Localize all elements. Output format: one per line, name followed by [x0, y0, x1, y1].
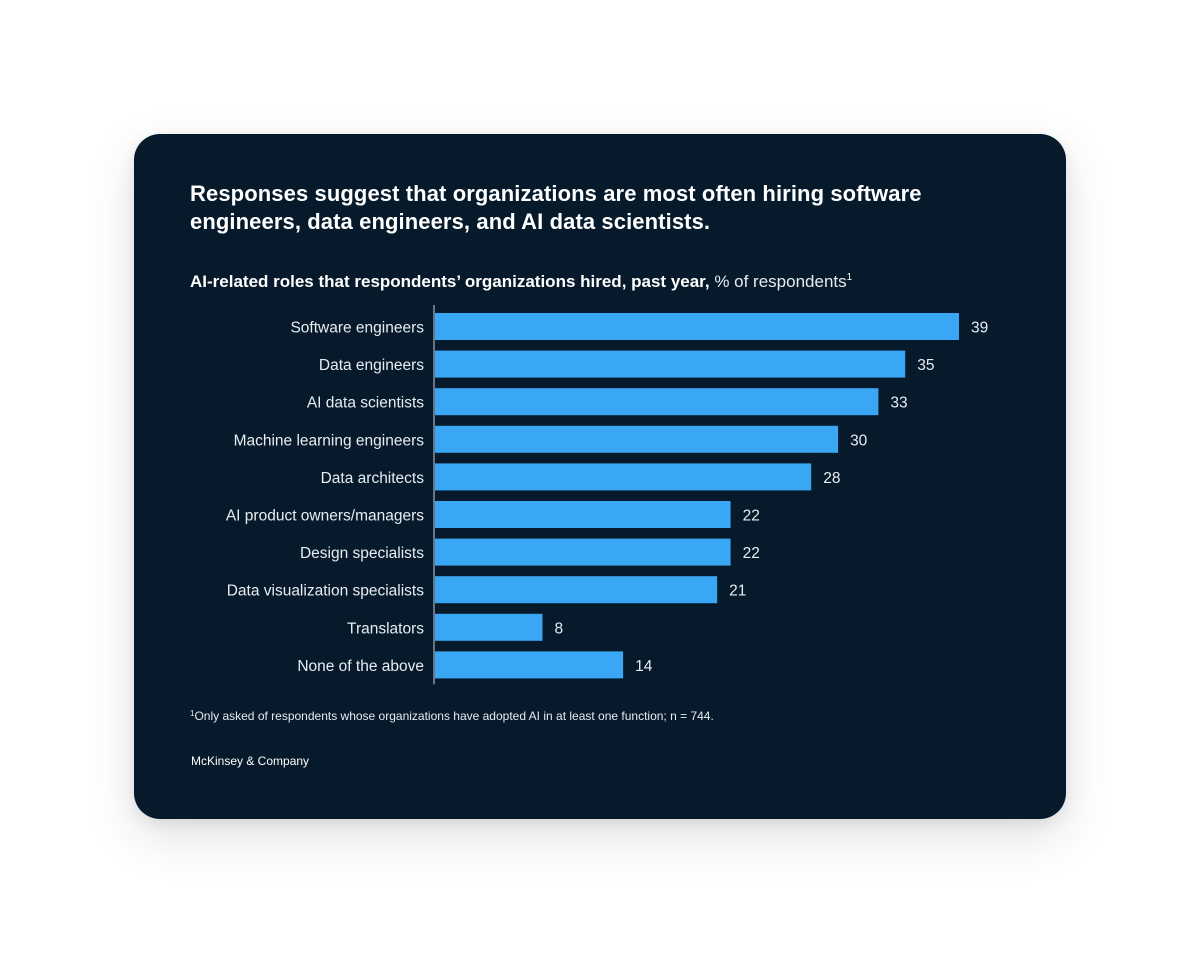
footnote-marker: 1 — [190, 709, 195, 718]
bar — [435, 651, 624, 679]
category-label: Data visualization specialists — [227, 583, 425, 600]
brand-logo-text: McKinsey & Company — [191, 754, 310, 768]
chart-card: Responses suggest that organizations are… — [134, 134, 1066, 819]
subtitle-unit: % of respondents — [709, 272, 847, 291]
category-label: None of the above — [297, 658, 424, 675]
category-label: AI product owners/managers — [226, 508, 424, 525]
category-label: Data architects — [321, 470, 425, 487]
chart-subtitle: AI-related roles that respondents’ organ… — [190, 267, 1010, 293]
value-label: 14 — [635, 658, 653, 675]
value-label: 39 — [971, 320, 988, 337]
value-label: 35 — [917, 357, 934, 374]
bar — [435, 538, 731, 566]
bar — [435, 313, 959, 340]
bar — [435, 463, 812, 491]
value-label: 22 — [743, 545, 760, 562]
chart-title: Responses suggest that organizations are… — [190, 181, 922, 234]
category-label: Translators — [347, 620, 424, 637]
category-label: AI data scientists — [307, 395, 424, 412]
value-label: 21 — [729, 583, 746, 600]
footnote: 1Only asked of respondents whose organiz… — [190, 706, 990, 724]
bar — [435, 350, 906, 378]
value-label: 30 — [850, 432, 868, 449]
bar — [435, 576, 718, 604]
bar — [435, 613, 543, 641]
category-label: Software engineers — [290, 320, 424, 337]
bar — [435, 501, 731, 528]
category-label: Data engineers — [319, 357, 424, 374]
subtitle-main: AI-related roles that respondents’ organ… — [190, 272, 710, 291]
value-label: 22 — [743, 508, 760, 525]
bar — [435, 388, 879, 416]
footnote-text: Only asked of respondents whose organiza… — [194, 709, 714, 723]
category-label: Design specialists — [300, 545, 424, 562]
value-label: 33 — [890, 395, 907, 412]
value-label: 8 — [554, 620, 563, 637]
subtitle-footnote-marker: 1 — [846, 272, 853, 283]
bar-chart: Software engineers 39 Data engineers 35 AI d… — [226, 305, 988, 685]
value-label: 28 — [823, 470, 840, 487]
category-label: Machine learning engineers — [234, 432, 425, 449]
bar — [435, 425, 839, 453]
